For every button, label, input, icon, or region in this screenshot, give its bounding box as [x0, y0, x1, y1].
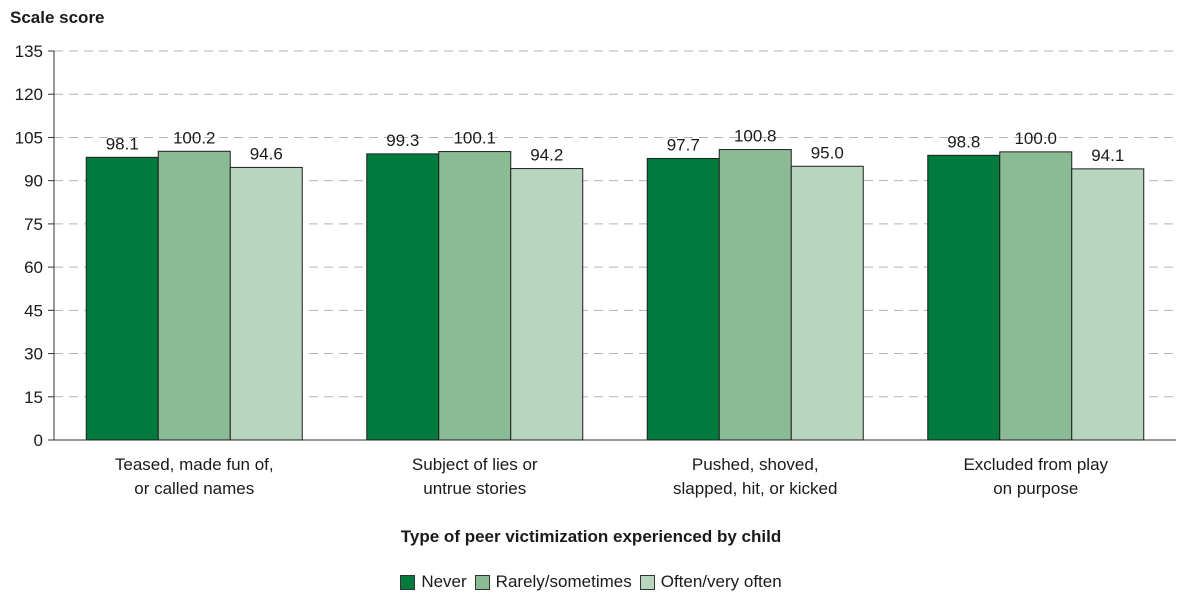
- y-tick-label: 45: [24, 301, 43, 320]
- legend-swatch-never: [400, 574, 416, 590]
- data-label: 100.8: [734, 127, 777, 146]
- data-label: 99.3: [386, 131, 419, 150]
- x-tick-label: Excluded from play: [963, 455, 1108, 474]
- bar: [718, 149, 792, 441]
- x-tick-label: slapped, hit, or kicked: [673, 479, 837, 498]
- legend-item-rarely-sometimes: Rarely/sometimes: [474, 572, 632, 592]
- legend-label-never: Never: [421, 572, 467, 591]
- data-label: 98.8: [947, 132, 980, 151]
- x-tick-label: or called names: [134, 479, 254, 498]
- data-label: 94.6: [250, 144, 283, 163]
- x-tick-label: Pushed, shoved,: [692, 455, 819, 474]
- bar: [999, 151, 1073, 441]
- legend-label-rarely-sometimes: Rarely/sometimes: [495, 572, 632, 591]
- bar: [366, 153, 440, 441]
- y-tick-label: 105: [15, 128, 43, 147]
- y-tick-label: 0: [34, 431, 43, 450]
- data-label: 94.2: [530, 146, 563, 165]
- y-tick-label: 135: [15, 42, 43, 61]
- bar: [646, 157, 720, 441]
- y-tick-label: 75: [24, 215, 43, 234]
- bar: [1071, 168, 1145, 441]
- y-tick-label: 90: [24, 172, 43, 191]
- bar: [927, 154, 1001, 441]
- legend-swatch-often-very-often: [639, 574, 655, 590]
- legend-label-often-very-often: Often/very often: [660, 572, 782, 591]
- data-label: 97.7: [667, 135, 700, 154]
- x-axis-title: Type of peer victimization experienced b…: [400, 527, 782, 546]
- bar: [438, 151, 512, 441]
- data-label: 100.0: [1014, 129, 1057, 148]
- bar: [85, 156, 159, 441]
- bar: [229, 166, 303, 441]
- y-tick-label: 30: [24, 345, 43, 364]
- data-label: 94.1: [1091, 146, 1124, 165]
- y-tick-label: 15: [24, 388, 43, 407]
- bar-chart: 0 15 30 45 60 75 90 105 120 135 98.1 100.2 94.6 Tease…: [15, 42, 1176, 498]
- y-tick-label: 120: [15, 85, 43, 104]
- data-label: 100.1: [453, 129, 496, 148]
- legend-item-never: Never: [400, 572, 467, 592]
- data-label: 95.0: [811, 143, 844, 162]
- bar: [790, 165, 864, 441]
- y-tick-label: 60: [24, 258, 43, 277]
- legend-item-often-very-often: Often/very often: [639, 572, 782, 592]
- data-label: 98.1: [106, 134, 139, 153]
- x-tick-label: on purpose: [993, 479, 1078, 498]
- bar: [510, 168, 584, 441]
- bar: [157, 150, 231, 441]
- x-tick-label: Teased, made fun of,: [115, 455, 274, 474]
- legend: Never Rarely/sometimes Often/very often: [0, 572, 1182, 592]
- x-tick-label: untrue stories: [423, 479, 526, 498]
- legend-swatch-rarely-sometimes: [474, 574, 490, 590]
- x-tick-label: Subject of lies or: [412, 455, 538, 474]
- data-label: 100.2: [173, 128, 216, 147]
- y-axis-title: Scale score: [10, 8, 105, 27]
